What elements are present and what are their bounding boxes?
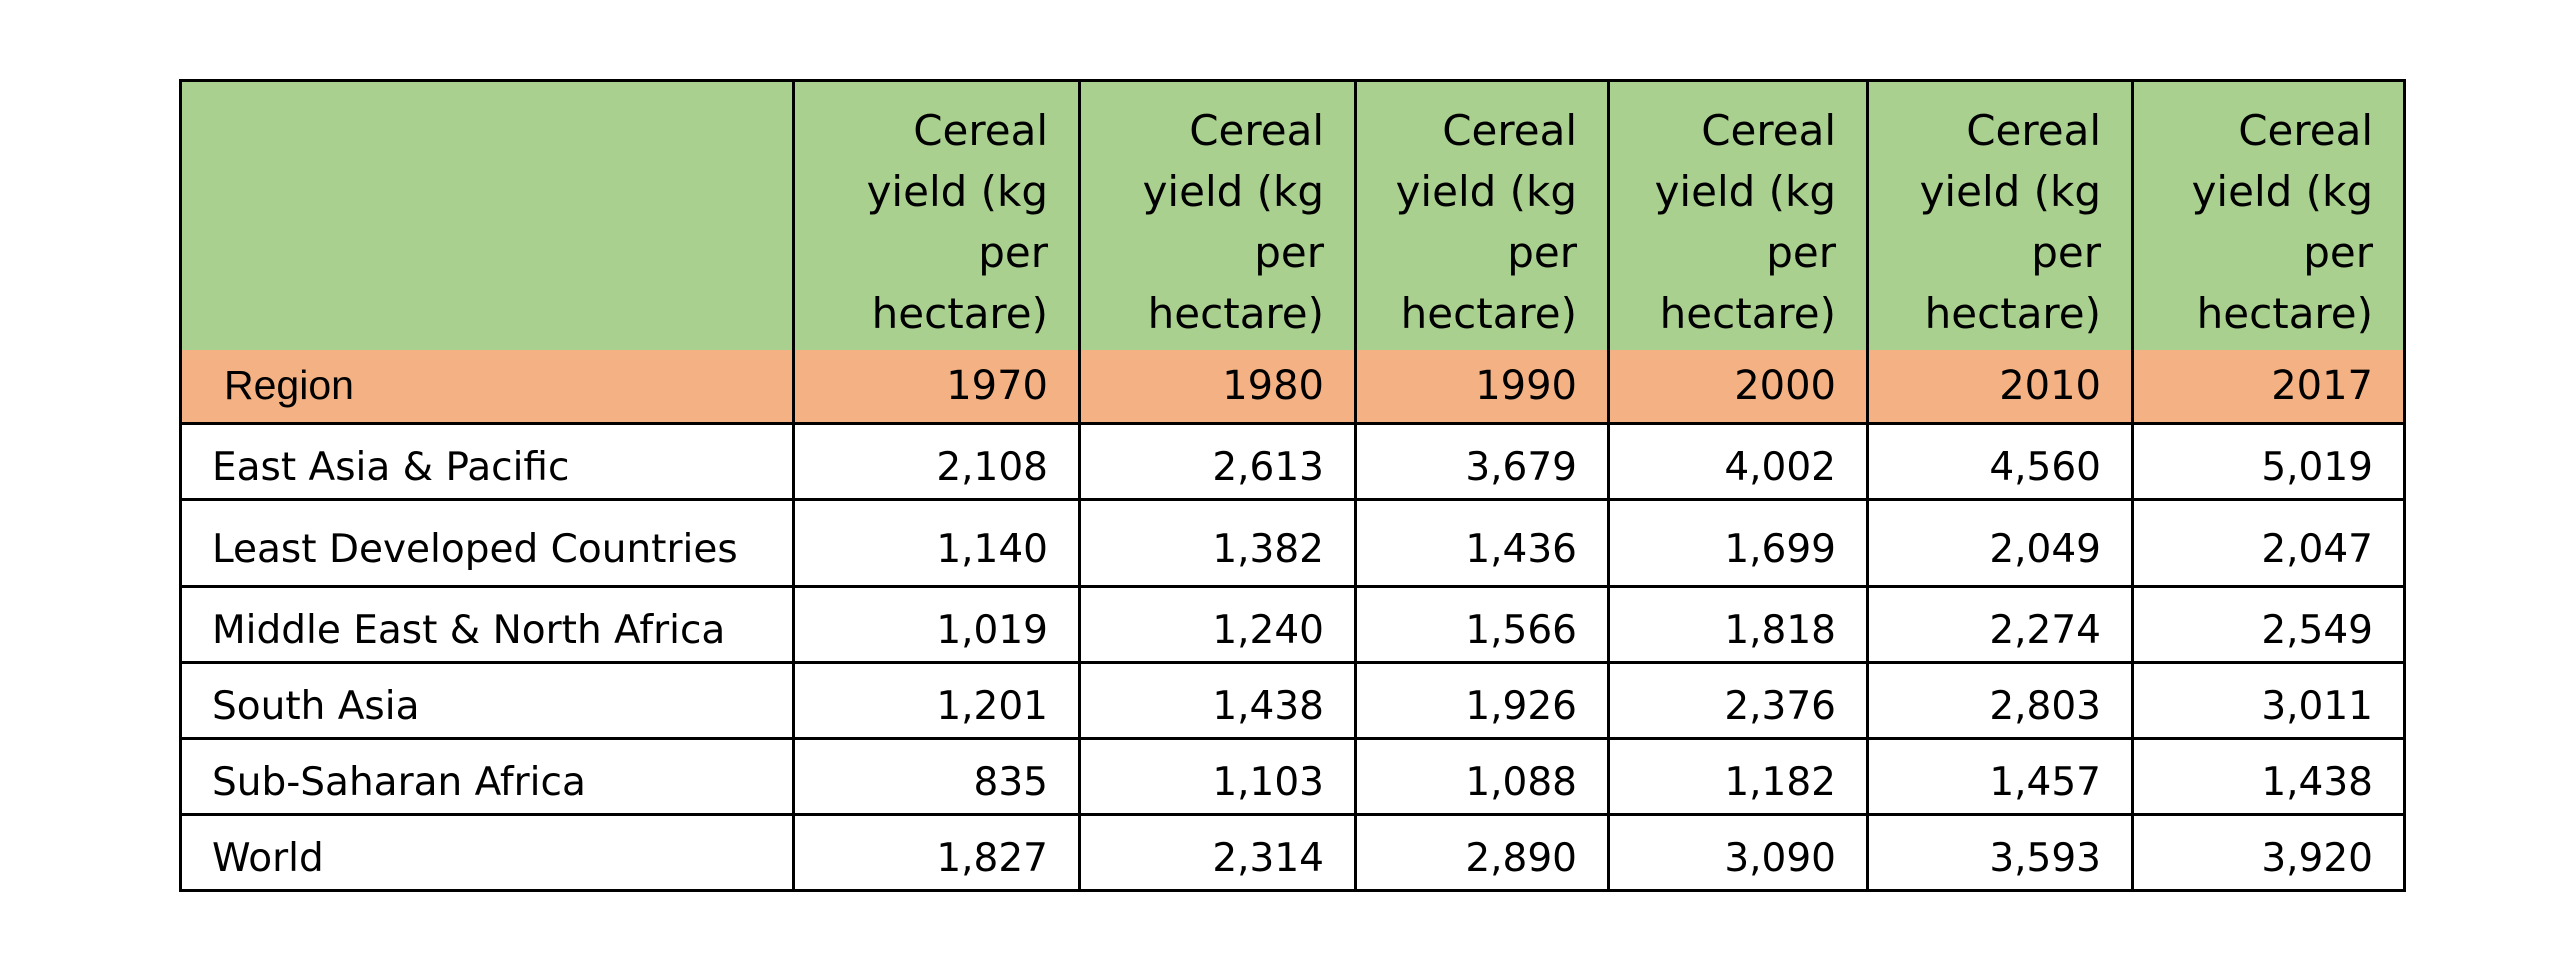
value-cell: 3,090 <box>1607 813 1869 892</box>
value-cell: 4,560 <box>1866 422 2134 501</box>
measure-header-1990: Cereal yield (kg per hectare) <box>1354 79 1610 350</box>
measure-label: Cereal yield (kg per hectare) <box>1142 105 1324 338</box>
value-cell: 2,314 <box>1078 813 1357 892</box>
value-cell: 1,182 <box>1607 737 1869 816</box>
value-cell: 2,890 <box>1354 813 1610 892</box>
measure-header-1970: Cereal yield (kg per hectare) <box>792 79 1081 350</box>
header-blank-cell <box>179 79 795 350</box>
value-cell: 2,049 <box>1866 498 2134 588</box>
value-cell: 2,549 <box>2131 585 2406 664</box>
table-row: Middle East & North Africa 1,019 1,240 1… <box>179 585 2406 664</box>
value-cell: 1,240 <box>1078 585 1357 664</box>
measure-header-row: Cereal yield (kg per hectare) Cereal yie… <box>179 79 2406 350</box>
region-cell: Middle East & North Africa <box>179 585 795 664</box>
table-row: World 1,827 2,314 2,890 3,090 3,593 3,92… <box>179 813 2406 892</box>
year-header: 1990 <box>1354 349 1610 425</box>
region-cell: Sub-Saharan Africa <box>179 737 795 816</box>
region-cell: East Asia & Pacific <box>179 422 795 501</box>
measure-label: Cereal yield (kg per hectare) <box>2191 105 2373 338</box>
value-cell: 1,201 <box>792 661 1081 740</box>
measure-header-1980: Cereal yield (kg per hectare) <box>1078 79 1357 350</box>
value-cell: 3,593 <box>1866 813 2134 892</box>
measure-header-2017: Cereal yield (kg per hectare) <box>2131 79 2406 350</box>
value-cell: 3,920 <box>2131 813 2406 892</box>
value-cell: 1,926 <box>1354 661 1610 740</box>
value-cell: 1,103 <box>1078 737 1357 816</box>
table-row: South Asia 1,201 1,438 1,926 2,376 2,803… <box>179 661 2406 740</box>
year-header: 2010 <box>1866 349 2134 425</box>
value-cell: 1,436 <box>1354 498 1610 588</box>
measure-label: Cereal yield (kg per hectare) <box>1919 105 2101 338</box>
value-cell: 5,019 <box>2131 422 2406 501</box>
measure-label: Cereal yield (kg per hectare) <box>1654 105 1836 338</box>
measure-header-2000: Cereal yield (kg per hectare) <box>1607 79 1869 350</box>
value-cell: 4,002 <box>1607 422 1869 501</box>
value-cell: 2,803 <box>1866 661 2134 740</box>
year-header: 2000 <box>1607 349 1869 425</box>
measure-label: Cereal yield (kg per hectare) <box>1395 105 1577 338</box>
year-header: 2017 <box>2131 349 2406 425</box>
value-cell: 1,818 <box>1607 585 1869 664</box>
value-cell: 1,438 <box>1078 661 1357 740</box>
value-cell: 2,274 <box>1866 585 2134 664</box>
region-cell: World <box>179 813 795 892</box>
value-cell: 1,019 <box>792 585 1081 664</box>
table-row: Sub-Saharan Africa 835 1,103 1,088 1,182… <box>179 737 2406 816</box>
region-cell: Least Developed Countries <box>179 498 795 588</box>
year-header: 1970 <box>792 349 1081 425</box>
value-cell: 1,438 <box>2131 737 2406 816</box>
region-cell: South Asia <box>179 661 795 740</box>
value-cell: 3,011 <box>2131 661 2406 740</box>
value-cell: 2,376 <box>1607 661 1869 740</box>
value-cell: 1,699 <box>1607 498 1869 588</box>
value-cell: 2,108 <box>792 422 1081 501</box>
year-header-row: Region 1970 1980 1990 2000 2010 2017 <box>179 349 2406 425</box>
value-cell: 2,047 <box>2131 498 2406 588</box>
table-row: Least Developed Countries 1,140 1,382 1,… <box>179 498 2406 588</box>
cereal-yield-table: Cereal yield (kg per hectare) Cereal yie… <box>179 79 2406 892</box>
value-cell: 1,457 <box>1866 737 2134 816</box>
table-row: East Asia & Pacific 2,108 2,613 3,679 4,… <box>179 422 2406 501</box>
value-cell: 1,382 <box>1078 498 1357 588</box>
value-cell: 1,088 <box>1354 737 1610 816</box>
measure-label: Cereal yield (kg per hectare) <box>866 105 1048 338</box>
value-cell: 3,679 <box>1354 422 1610 501</box>
value-cell: 2,613 <box>1078 422 1357 501</box>
value-cell: 1,140 <box>792 498 1081 588</box>
value-cell: 1,827 <box>792 813 1081 892</box>
measure-header-2010: Cereal yield (kg per hectare) <box>1866 79 2134 350</box>
region-header: Region <box>179 349 795 425</box>
value-cell: 1,566 <box>1354 585 1610 664</box>
year-header: 1980 <box>1078 349 1357 425</box>
value-cell: 835 <box>792 737 1081 816</box>
